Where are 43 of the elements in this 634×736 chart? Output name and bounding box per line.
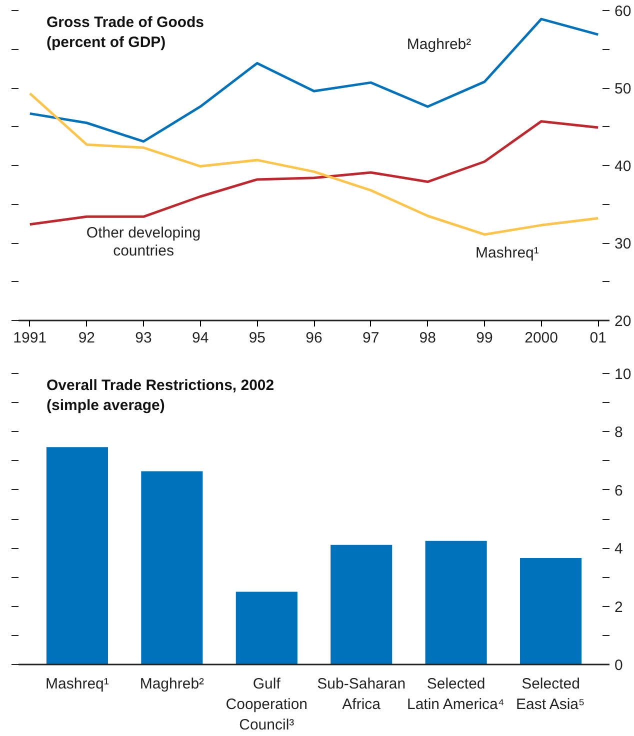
text: (percent of GDP)	[46, 34, 166, 51]
x-tick-label: 97	[362, 330, 380, 346]
x-tick-label: 2000	[524, 330, 558, 346]
text: (simple average)	[46, 397, 165, 414]
x-tick-label: 1991	[13, 330, 47, 346]
line-series	[28, 120, 600, 226]
y-tick-label: 20	[614, 313, 632, 330]
bar	[236, 592, 298, 664]
bar	[425, 540, 487, 664]
y-tick-label: 0	[614, 657, 623, 674]
x-tick-label: Gulf Cooperation Council³	[226, 676, 308, 734]
y-tick-label: 40	[614, 158, 632, 175]
line-series	[28, 18, 600, 143]
x-tick-label: 98	[419, 330, 436, 346]
bar	[141, 471, 203, 664]
x-tick-label: 92	[78, 330, 96, 346]
y-tick-label: 50	[614, 80, 632, 98]
y-tick-label: 10	[614, 366, 632, 383]
x-tick-label: Mashreq¹	[46, 676, 109, 692]
y-tick-label: 2	[614, 598, 623, 616]
bar	[520, 558, 582, 664]
bar	[330, 544, 392, 664]
x-tick-label: Sub-Saharan Africa	[317, 676, 406, 713]
y-tick-label: 60	[614, 3, 632, 20]
x-tick-label: Selected East Asia⁵	[516, 676, 585, 713]
x-tick-label: Selected Latin America⁴	[406, 676, 504, 713]
y-tick-label: 8	[614, 424, 623, 442]
chart-title: Overall Trade Restrictions, 2002	[46, 377, 274, 394]
y-tick-label: 6	[614, 482, 623, 500]
chart-title: Gross Trade of Goods	[46, 14, 204, 31]
x-tick-label: 01	[590, 330, 606, 346]
y-tick-label: 30	[614, 236, 632, 252]
x-tick-label: Maghreb²	[140, 676, 204, 692]
series-label: Other developing countries	[86, 224, 201, 260]
x-tick-label: 94	[192, 330, 209, 346]
series-label: Maghreb²	[406, 36, 472, 54]
x-tick-label: 93	[135, 330, 152, 346]
x-tick-label: 96	[306, 330, 322, 346]
x-tick-label: 99	[476, 330, 493, 346]
series-label: Mashreq¹	[476, 244, 539, 262]
bar	[46, 447, 108, 664]
y-tick-label: 4	[614, 540, 623, 558]
x-tick-label: 95	[248, 330, 266, 346]
